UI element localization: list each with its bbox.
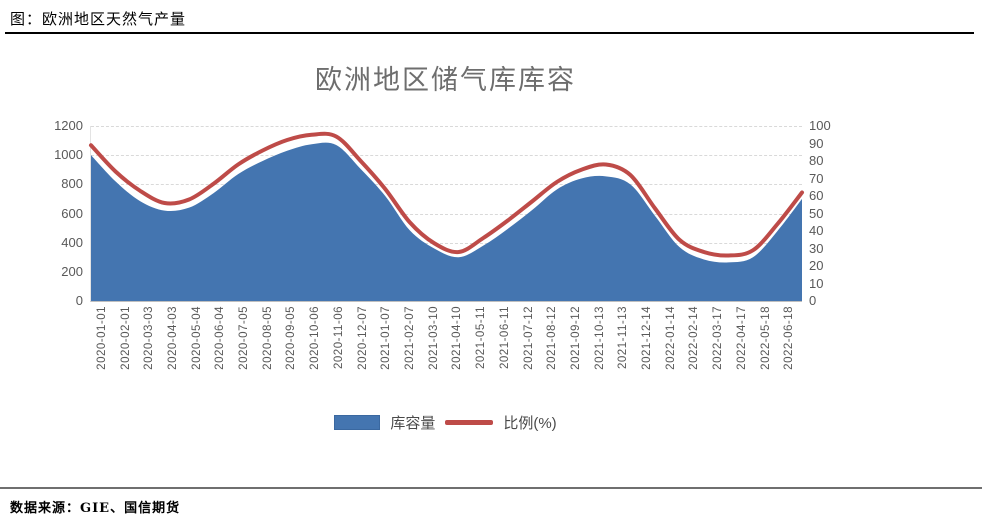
- x-axis-label-text: 2021-10-13: [593, 306, 606, 370]
- gridline: [91, 126, 802, 127]
- x-axis-label: 2021-03-10: [422, 306, 446, 404]
- axis-tick-label: 30: [809, 240, 824, 256]
- axis-tick-label: 60: [809, 188, 824, 203]
- x-axis-label: 2020-06-04: [209, 306, 233, 404]
- axis-tick-label: 600: [61, 205, 83, 221]
- x-axis-label-text: 2020-05-04: [190, 306, 203, 370]
- legend-label-volume: 库容量: [390, 415, 436, 432]
- x-axis-label-text: 2021-02-07: [403, 306, 416, 370]
- x-axis-label: 2022-01-14: [659, 306, 683, 404]
- x-axis-label: 2021-10-13: [588, 306, 612, 404]
- x-axis-label: 2020-04-03: [161, 306, 185, 404]
- chart-canvas: [89, 131, 804, 301]
- x-axis-label: 2021-01-07: [374, 306, 398, 404]
- x-axis-label-text: 2022-04-17: [735, 306, 748, 370]
- caption-divider: [5, 32, 974, 34]
- axis-tick-label: 400: [61, 234, 83, 250]
- axis-tick-label: 80: [809, 153, 824, 168]
- x-axis-label: 2020-01-01: [90, 306, 114, 404]
- figure-caption: 图：欧洲地区天然气产量: [10, 10, 187, 28]
- legend-swatch-ratio: [445, 420, 494, 425]
- x-axis-label-text: 2022-01-14: [664, 306, 677, 370]
- legend-label-ratio: 比例(%): [503, 415, 557, 432]
- x-axis-label-text: 2020-02-01: [119, 306, 132, 370]
- footer-divider: [0, 487, 982, 489]
- x-axis-label: 2020-08-05: [256, 306, 280, 404]
- x-axis-label-text: 2021-04-10: [451, 306, 464, 370]
- x-axis-label-text: 2021-01-07: [380, 306, 393, 370]
- x-axis-label-text: 2022-05-18: [759, 306, 772, 370]
- x-axis-label: 2021-05-11: [469, 306, 493, 404]
- axis-tick-label: 1200: [54, 118, 83, 133]
- x-axis-label-text: 2020-03-03: [143, 306, 156, 370]
- x-axis-label-text: 2022-06-18: [783, 306, 796, 370]
- axis-tick-label: 0: [809, 293, 817, 308]
- axis-tick-label: 50: [809, 205, 824, 221]
- plot-area: [89, 126, 804, 302]
- axis-tick-label: 1000: [54, 147, 83, 163]
- x-axis-label: 2021-08-12: [540, 306, 564, 404]
- x-axis-label-text: 2020-12-07: [356, 306, 369, 370]
- x-axis-label: 2021-06-11: [493, 306, 517, 404]
- x-axis-label-text: 2021-05-11: [475, 306, 488, 369]
- x-axis-label: 2020-11-06: [327, 306, 351, 404]
- x-axis-label: 2020-10-06: [303, 306, 327, 404]
- x-axis-label-text: 2021-09-12: [569, 306, 582, 370]
- x-axis-label-text: 2020-01-01: [95, 306, 108, 370]
- axis-tick-label: 100: [809, 118, 831, 133]
- x-axis-label: 2022-03-17: [706, 306, 730, 404]
- x-axis: 2020-01-01 2020-02-01 2020-03-03 2020-04-03…: [90, 306, 801, 404]
- x-axis-label-text: 2020-10-06: [309, 306, 322, 370]
- x-axis-label: 2021-09-12: [564, 306, 588, 404]
- gridline: [91, 155, 802, 157]
- x-axis-label-text: 2020-08-05: [261, 306, 274, 370]
- x-axis-label: 2021-11-13: [611, 306, 635, 404]
- axis-tick-label: 70: [809, 170, 824, 186]
- x-axis-label: 2021-02-07: [398, 306, 422, 404]
- gridline: [91, 184, 802, 186]
- x-axis-label: 2022-06-18: [777, 306, 801, 404]
- x-axis-label: 2021-12-14: [635, 306, 659, 404]
- x-axis-label: 2020-09-05: [280, 306, 304, 404]
- x-axis-label-text: 2020-11-06: [332, 306, 345, 369]
- chart-title: 欧洲地区储气库库容: [315, 65, 576, 95]
- x-axis-label-text: 2021-07-12: [522, 306, 535, 370]
- x-axis-label-text: 2021-06-11: [498, 306, 511, 369]
- x-axis-label: 2020-05-04: [185, 306, 209, 404]
- x-axis-label: 2020-02-01: [114, 306, 138, 404]
- x-axis-label: 2020-12-07: [351, 306, 375, 404]
- gridline: [91, 242, 802, 244]
- x-axis-label-text: 2020-04-03: [166, 306, 179, 370]
- x-axis-label-text: 2022-02-14: [688, 306, 701, 370]
- x-axis-label: 2020-07-05: [232, 306, 256, 404]
- x-axis-label-text: 2020-06-04: [214, 306, 227, 370]
- axis-tick-label: 200: [61, 263, 83, 279]
- storage-volume-area: [91, 142, 802, 301]
- x-axis-label: 2022-05-18: [754, 306, 778, 404]
- x-axis-label-text: 2022-03-17: [712, 306, 725, 370]
- x-axis-label-text: 2021-11-13: [617, 306, 630, 369]
- ratio-line: [89, 131, 804, 258]
- axis-tick-label: 90: [809, 135, 824, 151]
- x-axis-label: 2021-07-12: [517, 306, 541, 404]
- axis-tick-label: 0: [75, 293, 83, 308]
- x-axis-label: 2022-04-17: [730, 306, 754, 404]
- x-axis-label: 2022-02-14: [683, 306, 707, 404]
- gridline: [91, 213, 802, 215]
- axis-tick-label: 800: [61, 176, 83, 192]
- axis-tick-label: 40: [809, 223, 824, 238]
- axis-tick-label: 20: [809, 258, 824, 273]
- data-source: 数据来源：GIE、国信期货: [10, 501, 181, 516]
- x-axis-label-text: 2021-08-12: [546, 306, 559, 370]
- x-axis-label-text: 2021-03-10: [427, 306, 440, 370]
- x-axis-label-text: 2020-09-05: [285, 306, 298, 370]
- axis-tick-label: 10: [809, 275, 824, 291]
- x-axis-label: 2020-03-03: [137, 306, 161, 404]
- x-axis-label-text: 2021-12-14: [641, 306, 654, 370]
- legend: 库容量 比例(%): [90, 412, 801, 433]
- legend-swatch-volume: [334, 415, 381, 430]
- x-axis-label-text: 2020-07-05: [238, 306, 251, 370]
- x-axis-label: 2021-04-10: [446, 306, 470, 404]
